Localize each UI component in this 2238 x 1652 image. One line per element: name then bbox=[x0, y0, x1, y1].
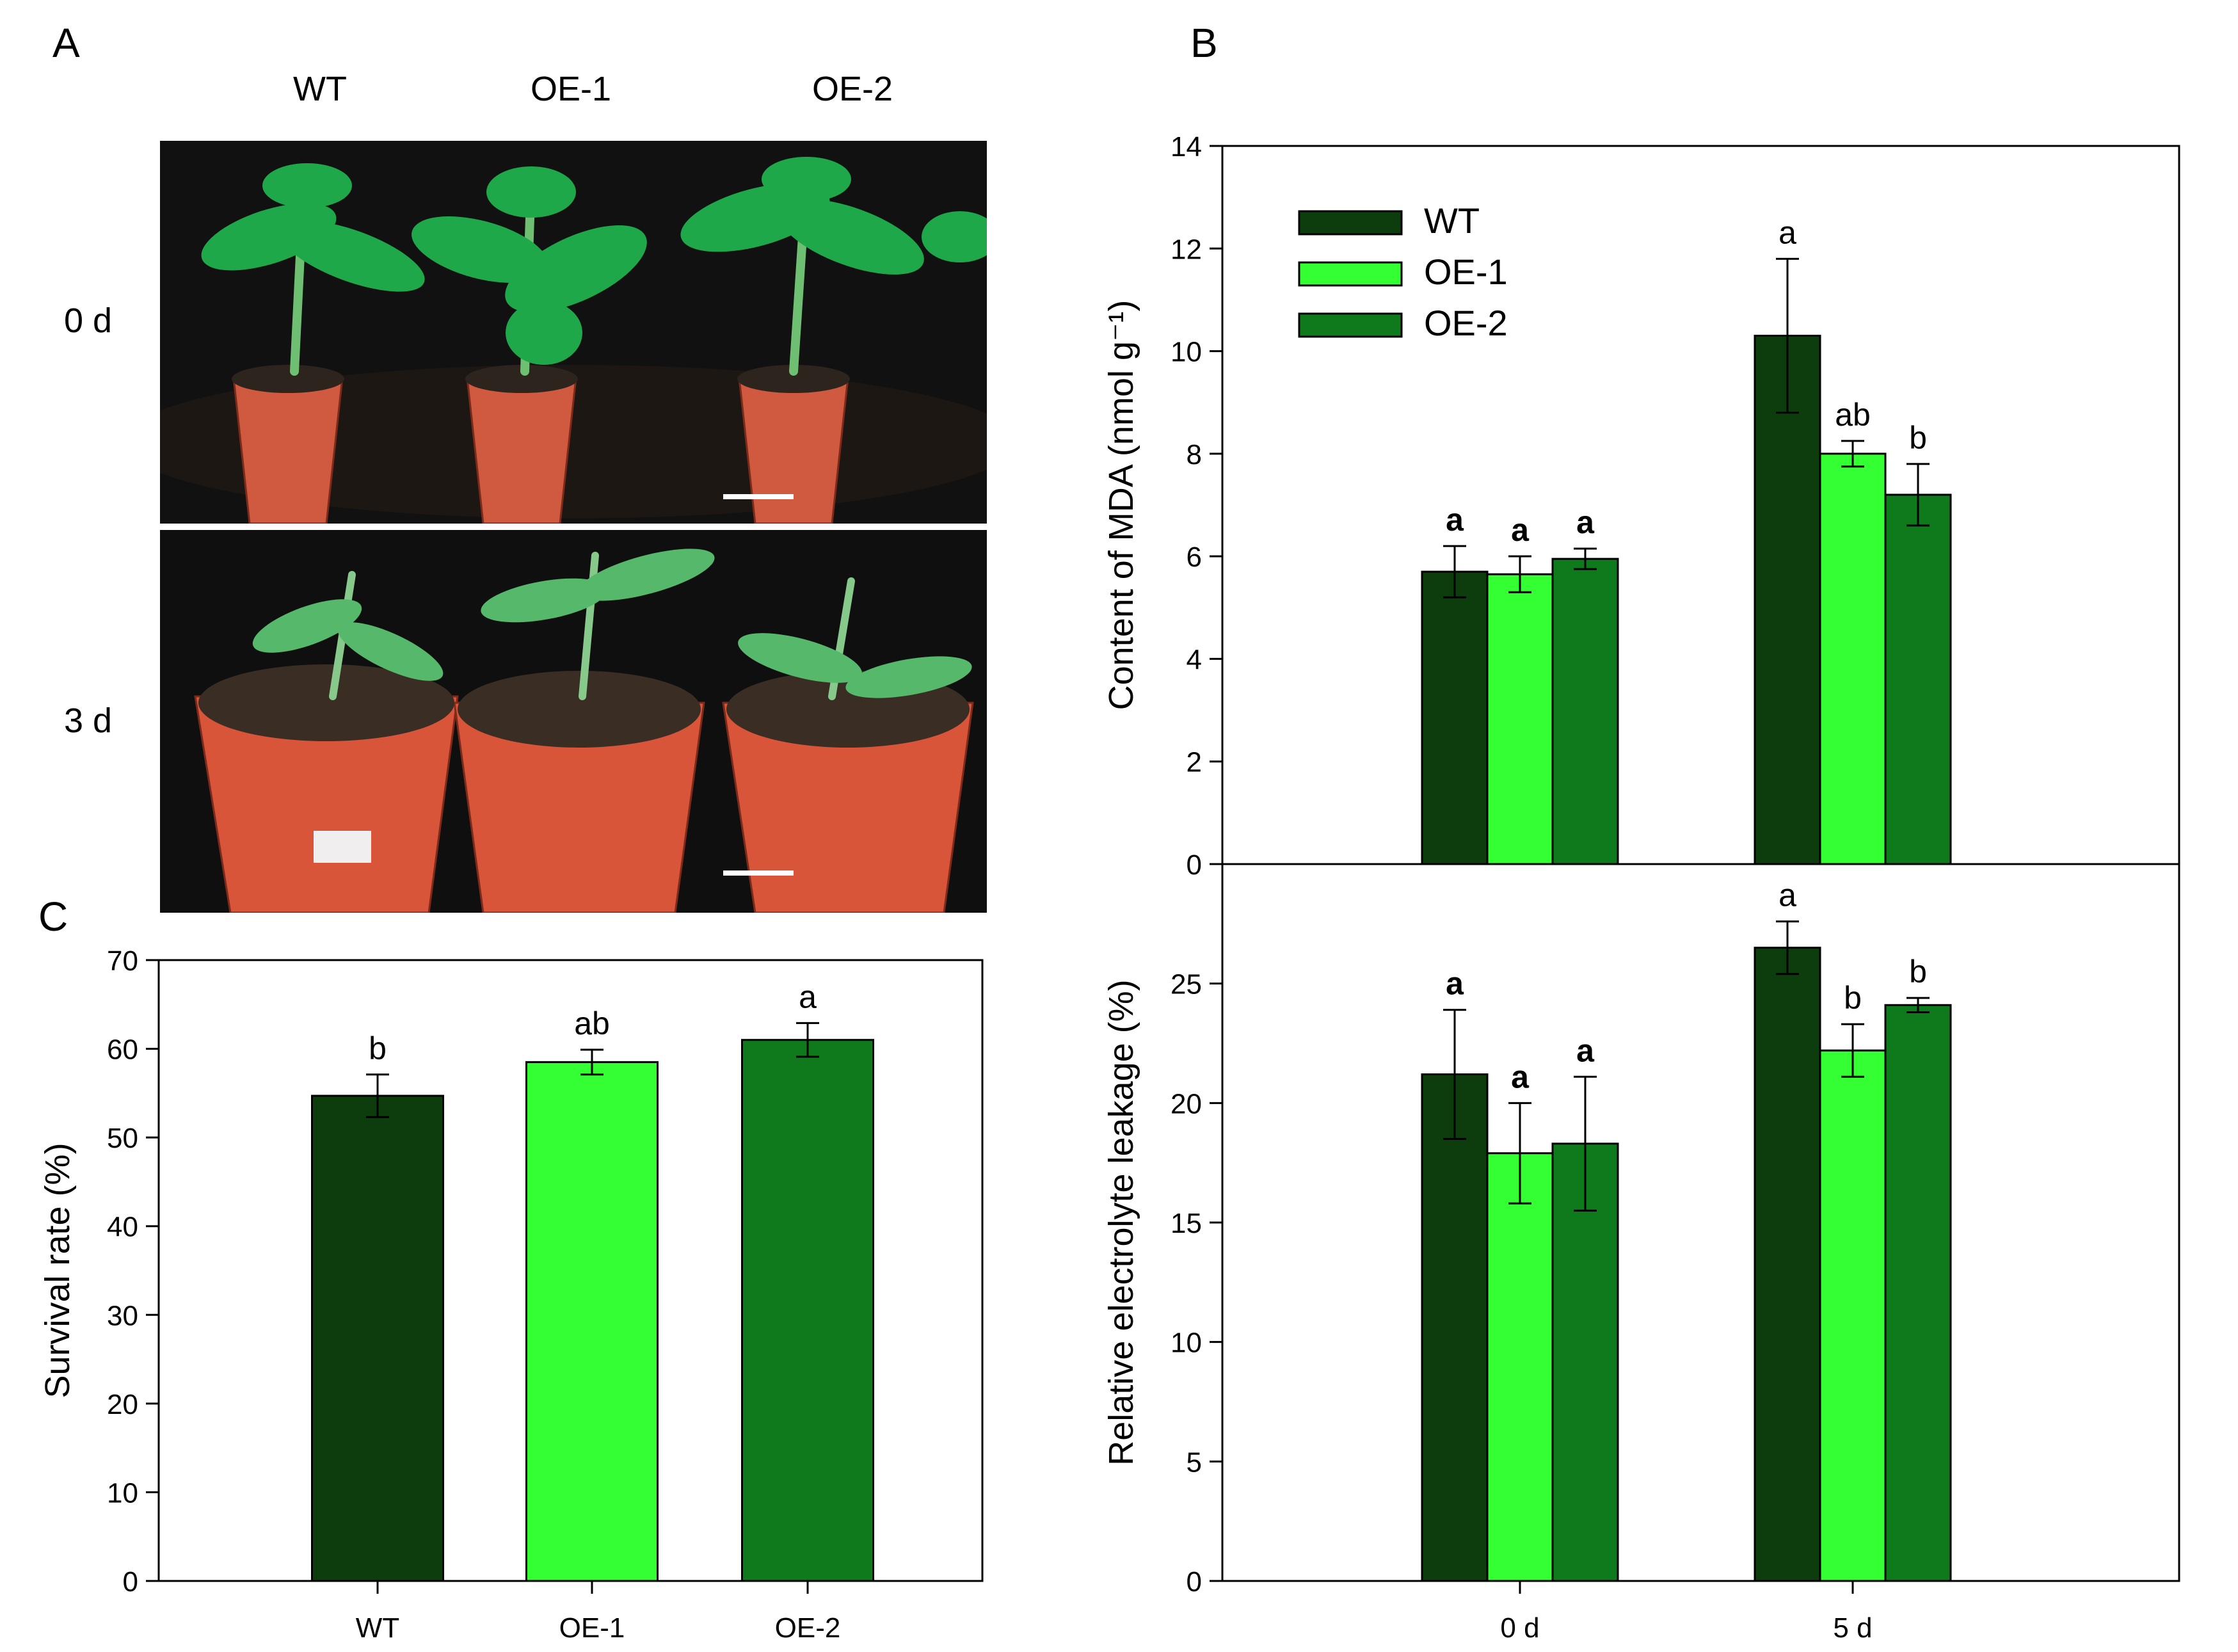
photo-column-wt: WT bbox=[293, 70, 347, 108]
leakage-frame bbox=[1221, 863, 2180, 1582]
panel-a-letter: A bbox=[52, 20, 80, 66]
survival-oe-1-sig-label: ab bbox=[574, 1006, 610, 1041]
leakage-oe-1-sig-label: b bbox=[1844, 980, 1862, 1016]
mda-ytick-label: 14 bbox=[1171, 131, 1202, 163]
legend-label-oe-2: OE-2 bbox=[1424, 303, 1508, 343]
survival-xtick-label: OE-2 bbox=[775, 1612, 841, 1644]
leakage-chart: 0 5 10 15 20 25 Relative electrolyte leakage (… bbox=[1102, 863, 2180, 1644]
survival-oe-1-bar bbox=[525, 1061, 659, 1582]
mda-oe-1-sig-label: a bbox=[1511, 512, 1530, 548]
mda-wt-bar bbox=[1754, 335, 1821, 865]
mda-oe-2-sig-label: a bbox=[1576, 504, 1595, 540]
mda-oe-2-bar bbox=[1884, 493, 1952, 865]
panel-b-letter: B bbox=[1190, 20, 1218, 66]
leakage-oe-2-bar bbox=[1551, 1143, 1619, 1582]
mda-ytick-label: 6 bbox=[1187, 541, 1202, 573]
panel-c-letter: C bbox=[38, 894, 68, 940]
plant-photo-0d bbox=[160, 141, 987, 524]
legend-swatch-wt bbox=[1298, 210, 1403, 236]
leakage-ytick-label: 15 bbox=[1171, 1208, 1202, 1239]
survival-ytick-label: 40 bbox=[107, 1212, 138, 1243]
plant-photo-3d-drawing bbox=[160, 530, 987, 913]
mda-oe-1-bar bbox=[1819, 453, 1887, 865]
leakage-wt-bar bbox=[1754, 947, 1821, 1582]
legend-label-wt: WT bbox=[1424, 200, 1480, 241]
leakage-oe-1-sig-label: a bbox=[1511, 1059, 1530, 1095]
scale-bar-3d bbox=[723, 870, 794, 876]
leakage-oe-1-bar bbox=[1819, 1049, 1887, 1582]
plant-photo-3d bbox=[160, 530, 987, 913]
survival-ytick-label: 0 bbox=[123, 1566, 138, 1598]
leakage-ytick-label: 5 bbox=[1187, 1447, 1202, 1478]
legend-swatch-oe-2 bbox=[1298, 312, 1403, 338]
mda-oe-2-bar bbox=[1551, 557, 1619, 865]
survival-oe-2-bar bbox=[741, 1039, 874, 1582]
survival-xtick-label: OE-1 bbox=[559, 1612, 625, 1644]
legend-label-oe-1: OE-1 bbox=[1424, 252, 1508, 292]
mda-ylabel: Content of MDA (nmol g⁻¹) bbox=[1102, 300, 1140, 710]
photo-row-0d: 0 d bbox=[64, 301, 113, 340]
survival-ytick-label: 20 bbox=[107, 1389, 138, 1420]
survival-ytick-label: 70 bbox=[107, 945, 138, 977]
survival-ytick-label: 50 bbox=[107, 1123, 138, 1154]
mda-wt-sig-label: a bbox=[1446, 502, 1464, 538]
leakage-ytick-label: 10 bbox=[1171, 1327, 1202, 1359]
leakage-oe-2-bar bbox=[1884, 1004, 1952, 1582]
mda-frame bbox=[1221, 145, 2180, 865]
leakage-oe-2-sig-label: a bbox=[1576, 1032, 1595, 1068]
survival-ylabel: Survival rate (%) bbox=[38, 1143, 77, 1398]
leakage-ytick-label: 25 bbox=[1171, 969, 1202, 1000]
mda-oe-2-sig-label: b bbox=[1909, 420, 1927, 456]
survival-wt-sig-label: b bbox=[369, 1030, 387, 1066]
survival-ytick-label: 60 bbox=[107, 1034, 138, 1066]
leakage-wt-sig-label: a bbox=[1446, 966, 1464, 1002]
mda-oe-1-sig-label: ab bbox=[1835, 397, 1871, 433]
scale-bar-0d bbox=[723, 494, 794, 499]
survival-oe-2-sig-label: a bbox=[799, 979, 817, 1014]
leakage-ytick-label: 20 bbox=[1171, 1088, 1202, 1119]
mda-ytick-label: 4 bbox=[1187, 644, 1202, 675]
survival-xtick-label: WT bbox=[356, 1612, 399, 1644]
leakage-wt-sig-label: a bbox=[1778, 878, 1796, 913]
leakage-ylabel: Relative electrolyte leakage (%) bbox=[1102, 979, 1140, 1465]
survival-wt-bar bbox=[311, 1095, 444, 1582]
mda-wt-bar bbox=[1421, 570, 1489, 865]
leakage-oe-1-bar bbox=[1486, 1152, 1554, 1582]
photo-row-3d: 3 d bbox=[64, 702, 113, 740]
plant-photo-0d-drawing bbox=[160, 141, 987, 524]
mda-oe-1-bar bbox=[1486, 573, 1554, 865]
mda-ytick-label: 0 bbox=[1187, 849, 1202, 881]
photo-column-oe2: OE-2 bbox=[811, 70, 893, 108]
leakage-oe-2-sig-label: b bbox=[1909, 954, 1927, 990]
mda-ytick-label: 8 bbox=[1187, 439, 1202, 470]
leakage-xtick-label: 0 d bbox=[1500, 1612, 1539, 1644]
leakage-ytick-label: 0 bbox=[1187, 1566, 1202, 1598]
legend-swatch-oe-1 bbox=[1298, 261, 1403, 287]
mda-chart: 0 2 4 6 8 10 12 14 Content of MDA (nmol g⁻¹) a a a a… bbox=[1102, 131, 2180, 881]
mda-ytick-label: 2 bbox=[1187, 747, 1202, 778]
photo-column-oe1: OE-1 bbox=[530, 70, 612, 108]
survival-ytick-label: 30 bbox=[107, 1300, 138, 1331]
survival-chart: 0 10 20 30 40 50 60 70 Survival rate (%) WT b OE-1 a… bbox=[38, 945, 984, 1644]
mda-ytick-label: 10 bbox=[1171, 337, 1202, 368]
mda-legend: WT OE-1 OE-2 bbox=[1298, 200, 1508, 343]
survival-ytick-label: 10 bbox=[107, 1477, 138, 1509]
mda-wt-sig-label: a bbox=[1778, 214, 1796, 250]
mda-ytick-label: 12 bbox=[1171, 234, 1202, 265]
leakage-xtick-label: 5 d bbox=[1833, 1612, 1872, 1644]
leakage-wt-bar bbox=[1421, 1073, 1489, 1582]
